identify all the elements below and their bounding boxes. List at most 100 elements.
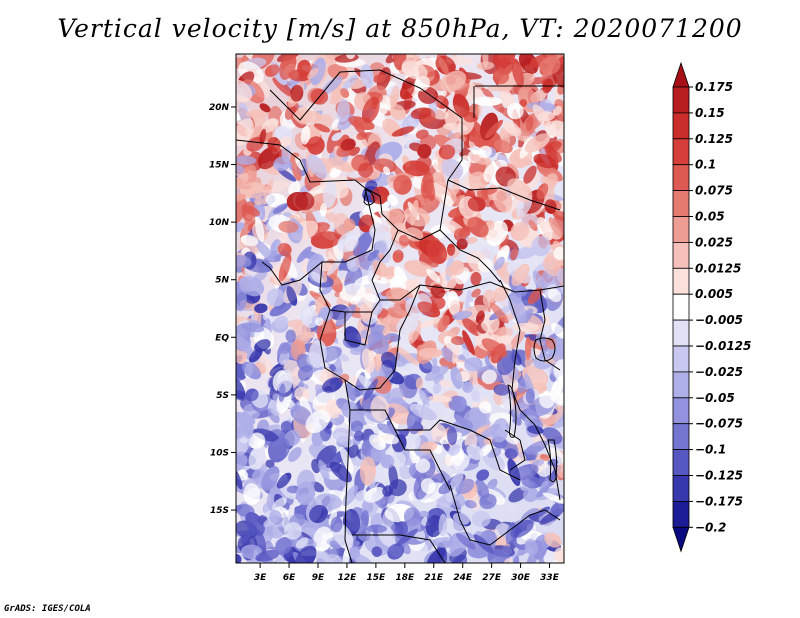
field-blob [432,383,442,394]
field-blob [318,459,330,482]
field-blob [328,274,343,293]
field-blob [553,359,564,381]
field-blob [481,369,497,385]
field-blob [448,444,461,456]
field-blob [290,84,304,102]
border-line [344,311,373,346]
field-blob [278,253,292,282]
border-line [371,229,564,301]
field-blob [276,472,292,489]
field-blob [524,538,539,556]
field-blob [524,440,548,455]
field-blob [526,116,534,132]
field-blob [273,156,291,172]
border-line [352,534,446,563]
field-blob [417,301,441,318]
field-blob [462,317,482,337]
field-blob [236,222,245,233]
field-blob [277,243,292,256]
lat-tick-label: 15S [210,506,229,516]
colorbar-bottom-triangle [672,526,690,553]
field-blob [539,56,561,76]
field-blob [415,377,424,390]
colorbar-box [672,397,690,425]
field-blob [482,289,495,307]
field-blob [437,315,450,333]
country-borders [236,69,564,563]
field-blob [353,230,373,257]
lon-tick-label: 18E [395,573,415,583]
lat-tick-label: 20N [209,103,230,113]
lon-tick-label: 33E [540,573,560,583]
field-blob [300,126,311,145]
field-blob [305,409,331,434]
field-blob [537,111,556,121]
field-blob [409,199,419,226]
field-blob [453,414,469,429]
field-blob [539,453,550,462]
colorbar-box [672,371,690,399]
field-blob [319,202,328,217]
field-blob [508,409,522,426]
field-blob [236,118,254,146]
border-line [504,429,526,471]
field-blob [556,268,564,285]
field-blob [350,420,364,433]
field-blob [361,348,375,374]
field-blob [343,218,356,231]
velocity-field [236,54,564,563]
field-blob [544,141,562,153]
field-blob [438,513,448,537]
field-blob [553,99,564,125]
colorbar-label: −0.005 [695,313,743,327]
field-blob [452,512,470,525]
field-blob [313,123,331,133]
field-blob [508,486,529,503]
field-blob [316,319,337,347]
field-blob [524,336,532,361]
field-blob [452,310,473,320]
field-blob [321,76,343,95]
colorbar-box [672,293,690,321]
field-blob [383,166,391,176]
lake-malawi [547,439,558,483]
field-blob [367,249,380,262]
field-blob [329,461,352,483]
field-blob [468,171,488,191]
field-blob [472,96,502,107]
field-blob [337,232,359,253]
field-blob [519,99,528,108]
field-blob [449,260,465,276]
field-blob [481,338,508,358]
field-blob [506,503,516,515]
colorbar-box [672,112,690,140]
field-blob [467,216,489,238]
field-blob [478,401,492,414]
field-blob [354,274,381,286]
field-blob [254,239,275,263]
field-blob [358,162,374,178]
field-blob [301,202,325,214]
field-blob [524,133,551,153]
field-blob [278,383,286,402]
field-blob [245,109,269,119]
lon-tick-label: 24E [453,573,473,583]
colorbar-box [672,267,690,295]
field-blob [294,386,310,402]
field-blob [447,426,458,446]
field-blob [499,234,509,252]
field-blob [370,395,389,422]
border-line [344,379,521,481]
colorbar-label: −0.2 [695,520,726,534]
field-blob [539,392,555,409]
field-blob [471,510,491,528]
field-blob [405,227,424,242]
field-blob [438,379,452,388]
field-blob [409,403,438,421]
field-blob [348,116,375,130]
lat-tick-label: 15N [209,161,230,171]
field-blob [426,239,448,265]
field-blob [473,534,494,554]
field-blob [529,54,548,69]
